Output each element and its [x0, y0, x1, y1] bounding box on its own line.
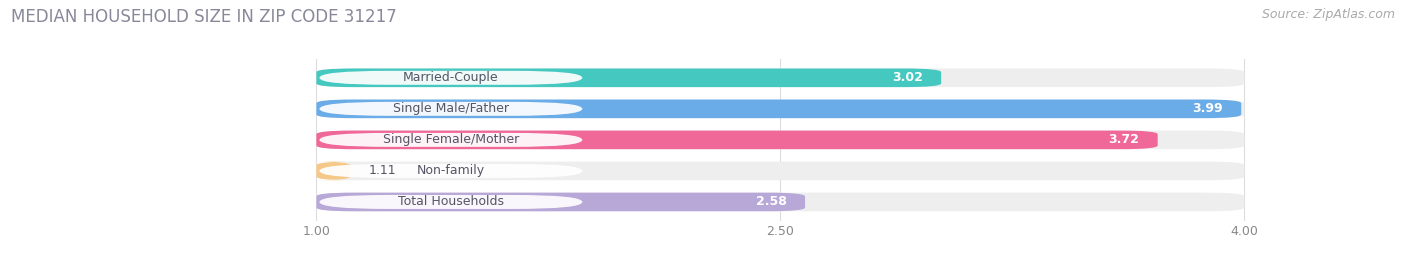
FancyBboxPatch shape: [316, 69, 941, 87]
FancyBboxPatch shape: [316, 162, 1244, 180]
FancyBboxPatch shape: [319, 102, 582, 116]
Text: MEDIAN HOUSEHOLD SIZE IN ZIP CODE 31217: MEDIAN HOUSEHOLD SIZE IN ZIP CODE 31217: [11, 8, 396, 26]
FancyBboxPatch shape: [319, 195, 582, 209]
FancyBboxPatch shape: [316, 69, 1244, 87]
Text: 1.11: 1.11: [368, 164, 396, 178]
FancyBboxPatch shape: [316, 130, 1244, 149]
Text: Married-Couple: Married-Couple: [404, 71, 499, 84]
FancyBboxPatch shape: [319, 71, 582, 85]
FancyBboxPatch shape: [319, 133, 582, 147]
Text: 3.02: 3.02: [891, 71, 922, 84]
Text: 3.72: 3.72: [1108, 133, 1139, 146]
FancyBboxPatch shape: [316, 193, 806, 211]
FancyBboxPatch shape: [316, 100, 1241, 118]
Text: 2.58: 2.58: [755, 196, 786, 208]
Text: 3.99: 3.99: [1192, 102, 1223, 115]
FancyBboxPatch shape: [316, 130, 1157, 149]
Text: Single Female/Mother: Single Female/Mother: [382, 133, 519, 146]
Text: Non-family: Non-family: [416, 164, 485, 178]
FancyBboxPatch shape: [316, 100, 1244, 118]
Text: Total Households: Total Households: [398, 196, 503, 208]
FancyBboxPatch shape: [316, 193, 1244, 211]
Text: Single Male/Father: Single Male/Father: [392, 102, 509, 115]
FancyBboxPatch shape: [314, 162, 353, 180]
FancyBboxPatch shape: [319, 164, 582, 178]
Text: Source: ZipAtlas.com: Source: ZipAtlas.com: [1261, 8, 1395, 21]
